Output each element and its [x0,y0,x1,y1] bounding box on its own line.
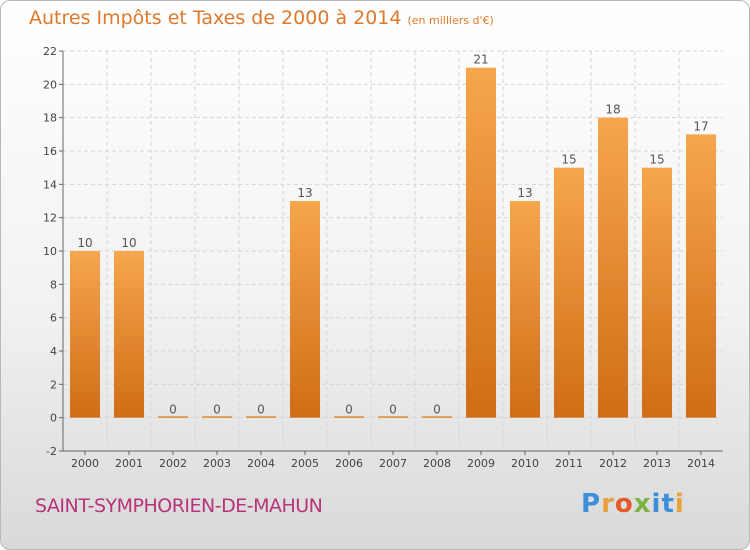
bar-2013 [642,167,672,418]
y-tick-label: 10 [43,245,57,258]
value-label-2011: 15 [561,153,576,167]
value-label-2012: 18 [605,103,620,117]
x-tick-label-2014: 2014 [687,457,715,470]
y-tick-label: 14 [43,178,57,191]
x-tick-label-2009: 2009 [467,457,495,470]
y-tick-label: 8 [50,278,57,291]
x-tick-label-2001: 2001 [115,457,143,470]
y-tick-label: 12 [43,212,57,225]
value-label-2002: 0 [169,403,177,417]
x-tick-label-2013: 2013 [643,457,671,470]
y-tick-label: 18 [43,112,57,125]
axes: -2 0 2 4 6 8 10 12 14 16 18 20 22 2000 2001 2002 2003 200… [43,45,723,470]
y-tick-label: 0 [50,412,57,425]
value-label-2007: 0 [389,403,397,417]
bar-2012 [598,117,628,418]
y-tick-label: -2 [46,445,57,458]
chart-title: Autres Impôts et Taxes de 2000 à 2014 (en… [29,7,494,29]
chart-unit: (en milliers d'€) [407,14,494,27]
value-label-2008: 0 [433,403,441,417]
x-tick-label-2006: 2006 [335,457,363,470]
bar-2010 [510,201,540,418]
town-name: SAINT-SYMPHORIEN-DE-MAHUN [35,495,323,517]
grid-lines [63,50,723,452]
bar-2007 [378,416,408,418]
x-tick-label-2012: 2012 [599,457,627,470]
value-label-2014: 17 [693,119,708,133]
bars [70,67,716,418]
bar-2002 [158,416,188,418]
bar-2005 [290,201,320,418]
x-tick-label-2002: 2002 [159,457,187,470]
value-label-2010: 13 [517,186,532,200]
y-tick-label: 20 [43,78,57,91]
labels: 10 10 0 0 0 13 0 0 0 21 13 15 18 15 17 [77,53,708,417]
x-tick-label-2008: 2008 [423,457,451,470]
bar-2009 [466,67,496,418]
value-label-2004: 0 [257,403,265,417]
bar-2008 [422,416,452,418]
x-tick-label-2000: 2000 [71,457,99,470]
value-label-2003: 0 [213,403,221,417]
x-tick-label-2005: 2005 [291,457,319,470]
x-tick-label-2010: 2010 [511,457,539,470]
value-label-2009: 21 [473,53,488,67]
x-tick-label-2011: 2011 [555,457,583,470]
bar-2004 [246,416,276,418]
bar-2011 [554,167,584,418]
bar-2000 [70,251,100,418]
y-tick-label: 16 [43,145,57,158]
bar-2001 [114,251,144,418]
value-label-2001: 10 [121,236,136,250]
bar-2003 [202,416,232,418]
bar-2006 [334,416,364,418]
x-tick-label-2007: 2007 [379,457,407,470]
value-label-2006: 0 [345,403,353,417]
value-label-2000: 10 [77,236,92,250]
chart-title-text: Autres Impôts et Taxes de 2000 à 2014 [29,7,402,29]
bar-2014 [686,134,716,418]
y-tick-label: 6 [50,312,57,325]
y-tick-label: 22 [43,45,57,58]
x-tick-label-2003: 2003 [203,457,231,470]
proxiti-logo: Proxiti [581,489,685,519]
y-tick-label: 2 [50,378,57,391]
value-label-2005: 13 [297,186,312,200]
value-label-2013: 15 [649,153,664,167]
x-tick-label-2004: 2004 [247,457,275,470]
y-tick-label: 4 [50,345,57,358]
